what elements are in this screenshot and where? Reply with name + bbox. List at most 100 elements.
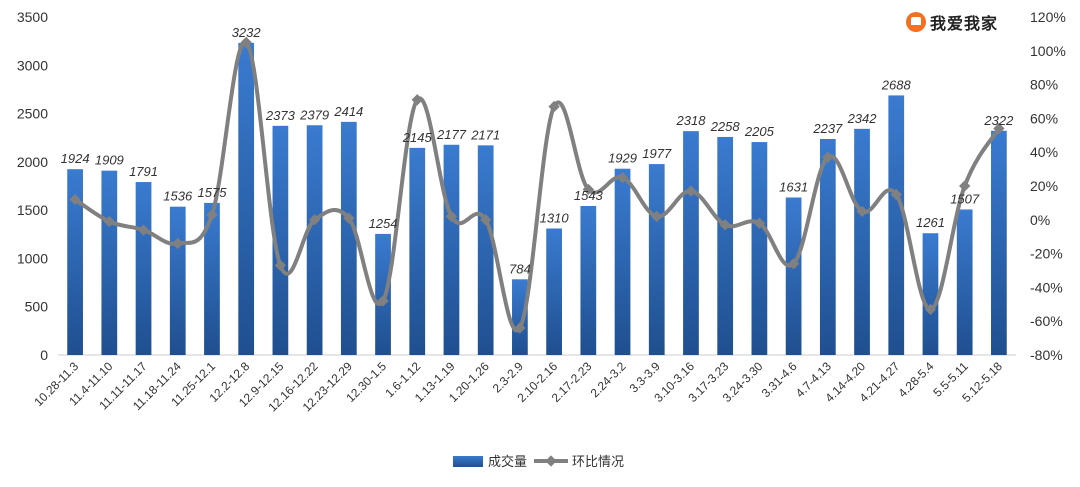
bar (819, 138, 836, 355)
bar (956, 209, 973, 355)
right-tick-label: 80% (1030, 77, 1058, 93)
bar-value-label: 1543 (574, 188, 604, 203)
bar (991, 130, 1007, 355)
bar-value-label: 1929 (608, 151, 637, 166)
line-point (137, 224, 150, 236)
line-point (343, 212, 355, 224)
left-tick-label: 0 (40, 347, 48, 363)
bar (204, 202, 220, 355)
line-point (377, 295, 389, 307)
legend-bar-label: 成交量 (488, 454, 527, 469)
legend: 成交量 环比情况 (453, 454, 624, 469)
right-tick-label: -60% (1030, 313, 1063, 329)
bar-value-label: 2373 (265, 108, 296, 123)
bar-value-label: 1575 (198, 185, 228, 200)
right-axis-ticks: -80% -60% -40% -20% 0% 20% 40% 60% 80% 100% 120% (1030, 9, 1066, 363)
left-tick-label: 2500 (17, 106, 48, 122)
bar (101, 170, 118, 355)
bar-value-label: 1507 (950, 191, 980, 206)
line-point (274, 259, 287, 272)
line-point (651, 210, 663, 223)
line-point (719, 219, 731, 231)
right-tick-label: 120% (1030, 9, 1066, 25)
right-tick-label: -40% (1030, 279, 1063, 295)
left-tick-label: 3000 (17, 57, 48, 73)
line-point (753, 217, 766, 229)
line-series (69, 36, 1005, 334)
bar (238, 42, 255, 356)
line-point (172, 237, 184, 250)
x-tick-label: 4.28-5.4 (896, 359, 937, 400)
bar-value-label: 2322 (983, 113, 1014, 128)
line-point (822, 151, 834, 163)
bar (169, 206, 186, 355)
bar (443, 144, 460, 355)
bar (512, 279, 528, 355)
bar (546, 228, 562, 355)
bar-value-label: 1310 (540, 210, 570, 225)
right-tick-label: 40% (1030, 144, 1058, 160)
right-tick-label: -80% (1030, 347, 1063, 363)
bar-value-label: 2177 (436, 127, 467, 142)
line-point (924, 303, 937, 316)
legend-line-marker (545, 455, 557, 467)
bar-value-label: 2342 (847, 111, 878, 126)
x-tick-label: 3.31-4.6 (759, 359, 800, 400)
bar-value-label: 2171 (470, 127, 500, 142)
bar (922, 233, 939, 355)
bar (409, 147, 426, 355)
bar-value-label: 3232 (232, 25, 262, 40)
bar-value-label: 1924 (61, 151, 90, 166)
bar (67, 169, 83, 355)
line-point (787, 258, 800, 270)
brand-logo: 我爱我家 (906, 8, 1016, 36)
bar (785, 197, 802, 355)
line-point (308, 214, 321, 226)
left-axis-ticks: 0 500 1000 1500 2000 2500 3000 3500 (17, 9, 48, 363)
bar-series (67, 42, 1007, 356)
house-logo-icon (906, 12, 926, 32)
line-point (959, 180, 971, 192)
brand-name: 我爱我家 (930, 14, 999, 33)
bar-value-label: 2688 (881, 77, 912, 92)
bar (717, 136, 734, 355)
bar-value-label: 2258 (710, 119, 741, 134)
left-tick-label: 1000 (17, 250, 48, 266)
left-tick-label: 3500 (17, 9, 48, 25)
x-tick-label: 2.24-3.2 (588, 359, 629, 400)
bar (306, 125, 323, 356)
bar-value-label: 2318 (676, 113, 707, 128)
left-tick-label: 1500 (17, 202, 48, 218)
data-labels: 1924 1909 1791 1536 1575 3232 2373 2379 2414 1254… (61, 25, 1014, 276)
bar (751, 142, 768, 355)
bar-value-label: 2237 (812, 121, 843, 136)
bar-value-label: 2414 (333, 104, 363, 119)
legend-line-label: 环比情况 (572, 454, 624, 469)
right-tick-label: -20% (1030, 246, 1063, 262)
bar (683, 131, 699, 355)
line-point (582, 183, 594, 196)
right-tick-label: 20% (1030, 178, 1058, 194)
bar-value-label: 1631 (779, 179, 808, 194)
bar (648, 164, 665, 355)
line-point (890, 188, 902, 201)
bar (340, 121, 357, 355)
line-point (514, 322, 526, 334)
right-tick-label: 0% (1030, 212, 1050, 228)
line-point (445, 210, 458, 223)
bar (477, 145, 494, 355)
bar-value-label: 2205 (744, 124, 775, 139)
right-tick-label: 100% (1030, 43, 1066, 59)
bar-value-label: 1791 (129, 164, 158, 179)
bar-value-label: 784 (509, 261, 531, 276)
left-tick-label: 500 (25, 299, 49, 315)
bar-value-label: 1909 (95, 153, 124, 168)
bar (888, 95, 905, 355)
bar (272, 125, 289, 355)
line-point (480, 214, 492, 226)
left-tick-label: 2000 (17, 154, 48, 170)
bar (614, 168, 631, 355)
bar-value-label: 1977 (642, 146, 672, 161)
line-point (616, 171, 629, 184)
